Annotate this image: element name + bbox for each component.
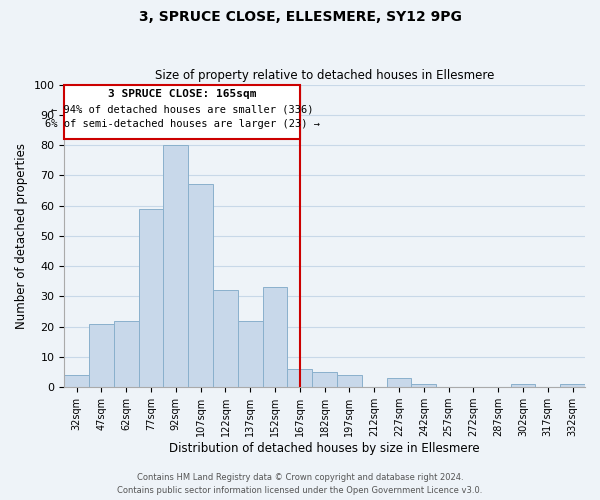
Bar: [312, 372, 337, 387]
Text: Contains HM Land Registry data © Crown copyright and database right 2024.
Contai: Contains HM Land Registry data © Crown c…: [118, 474, 482, 495]
Bar: [386, 378, 412, 387]
Bar: [139, 208, 163, 387]
X-axis label: Distribution of detached houses by size in Ellesmere: Distribution of detached houses by size …: [169, 442, 480, 455]
Bar: [114, 320, 139, 387]
Y-axis label: Number of detached properties: Number of detached properties: [15, 143, 28, 329]
Text: 3 SPRUCE CLOSE: 165sqm: 3 SPRUCE CLOSE: 165sqm: [108, 89, 256, 99]
Bar: [412, 384, 436, 387]
Bar: [287, 369, 312, 387]
Bar: [263, 288, 287, 387]
Bar: [188, 184, 213, 387]
Bar: [560, 384, 585, 387]
Bar: [163, 145, 188, 387]
Text: ← 94% of detached houses are smaller (336): ← 94% of detached houses are smaller (33…: [51, 104, 313, 114]
Bar: [238, 320, 263, 387]
Bar: [213, 290, 238, 387]
Text: 3, SPRUCE CLOSE, ELLESMERE, SY12 9PG: 3, SPRUCE CLOSE, ELLESMERE, SY12 9PG: [139, 10, 461, 24]
FancyBboxPatch shape: [64, 84, 300, 139]
Text: 6% of semi-detached houses are larger (23) →: 6% of semi-detached houses are larger (2…: [44, 120, 320, 130]
Title: Size of property relative to detached houses in Ellesmere: Size of property relative to detached ho…: [155, 69, 494, 82]
Bar: [337, 375, 362, 387]
Bar: [64, 375, 89, 387]
Bar: [511, 384, 535, 387]
Bar: [89, 324, 114, 387]
